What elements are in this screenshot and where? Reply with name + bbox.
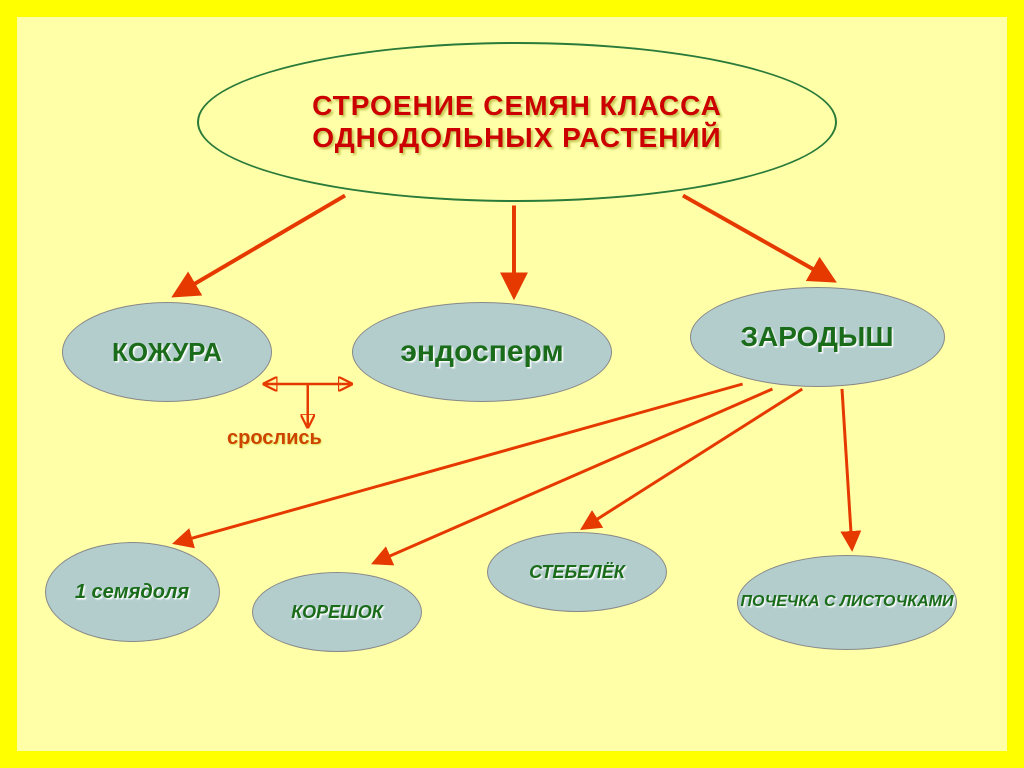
title-line2: ОДНОДОЛЬНЫХ РАСТЕНИЙ <box>312 122 721 154</box>
label-zarodysh: ЗАРОДЫШ <box>741 321 894 353</box>
label-kozhura: КОЖУРА <box>112 337 222 368</box>
node-koreshok: КОРЕШОК <box>252 572 422 652</box>
label-koreshok: КОРЕШОК <box>291 602 383 623</box>
title-line1: СТРОЕНИЕ СЕМЯН КЛАССА <box>312 90 722 122</box>
label-semyadolya: 1 семядоля <box>75 581 189 604</box>
node-kozhura: КОЖУРА <box>62 302 272 402</box>
label-stebelek: СТЕБЕЛЁК <box>529 562 625 583</box>
node-zarodysh: ЗАРОДЫШ <box>690 287 945 387</box>
annotation-sroslis: срослись <box>227 427 322 450</box>
outer-frame: СТРОЕНИЕ СЕМЯН КЛАССА ОДНОДОЛЬНЫХ РАСТЕН… <box>0 0 1024 768</box>
title-node: СТРОЕНИЕ СЕМЯН КЛАССА ОДНОДОЛЬНЫХ РАСТЕН… <box>197 42 837 202</box>
label-pochechka: ПОЧЕЧКА С ЛИСТОЧКАМИ <box>741 593 954 611</box>
node-endosperm: эндосперм <box>352 302 612 402</box>
node-semyadolya: 1 семядоля <box>45 542 220 642</box>
node-pochechka: ПОЧЕЧКА С ЛИСТОЧКАМИ <box>737 555 957 650</box>
label-endosperm: эндосперм <box>400 335 563 369</box>
node-stebelek: СТЕБЕЛЁК <box>487 532 667 612</box>
inner-frame: СТРОЕНИЕ СЕМЯН КЛАССА ОДНОДОЛЬНЫХ РАСТЕН… <box>14 14 1010 754</box>
